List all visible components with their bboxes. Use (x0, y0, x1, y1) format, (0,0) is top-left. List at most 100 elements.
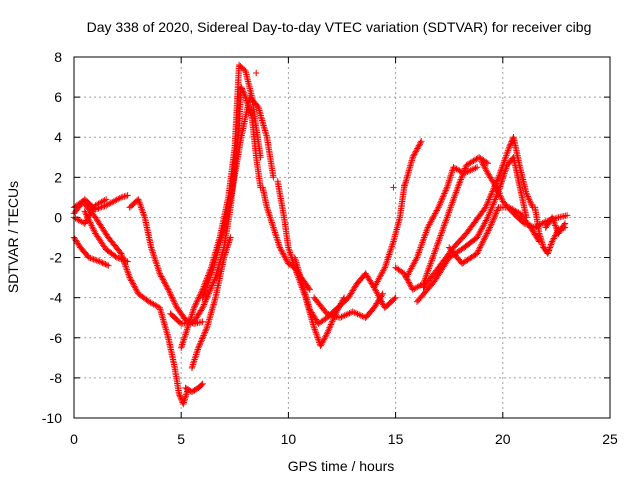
data-point (378, 270, 385, 277)
data-point (177, 393, 184, 400)
data-point (178, 342, 185, 350)
data-point (88, 255, 96, 262)
data-point (448, 170, 455, 178)
data-point (487, 191, 495, 198)
data-point (204, 293, 211, 300)
data-point (101, 197, 108, 204)
data-point (473, 234, 481, 241)
data-point (240, 89, 247, 96)
data-point (523, 190, 530, 197)
data-point (377, 272, 384, 279)
data-point (506, 142, 513, 149)
data-point (546, 245, 553, 253)
data-point (279, 248, 286, 256)
data-point (150, 250, 157, 258)
data-point (127, 275, 134, 283)
data-point (269, 220, 276, 228)
data-point (457, 177, 464, 185)
data-point (433, 242, 441, 249)
data-point (549, 236, 557, 244)
data-point (161, 279, 168, 286)
data-point (428, 257, 435, 264)
data-point (476, 245, 483, 253)
data-point (282, 256, 290, 263)
data-point (525, 194, 532, 202)
data-point (175, 390, 183, 398)
data-point (410, 152, 417, 159)
data-point (444, 180, 452, 188)
data-point (105, 262, 112, 269)
data-point (85, 216, 92, 223)
data-point (130, 281, 137, 289)
data-points (70, 61, 571, 408)
data-point (437, 232, 444, 239)
data-point (401, 182, 408, 189)
data-point (193, 349, 200, 356)
data-point (491, 213, 498, 220)
data-point (109, 199, 116, 206)
data-point (191, 354, 199, 361)
data-point (116, 255, 124, 262)
data-point (475, 247, 482, 254)
data-point (241, 92, 249, 99)
data-point (449, 197, 457, 204)
data-point (318, 341, 325, 348)
data-point (560, 221, 568, 229)
data-point (550, 235, 557, 242)
data-point (191, 303, 198, 310)
data-point (123, 266, 131, 273)
data-point (488, 221, 495, 228)
series-sat-p (371, 138, 425, 291)
data-point (187, 314, 194, 321)
data-point (319, 339, 326, 346)
data-point (196, 341, 203, 348)
data-point (325, 327, 332, 334)
data-point (346, 310, 353, 317)
data-point (158, 273, 165, 280)
y-tick-label: 2 (54, 169, 62, 185)
data-point (176, 319, 184, 326)
data-point (415, 249, 422, 256)
data-point (124, 192, 131, 199)
data-point (110, 198, 117, 205)
data-point (483, 231, 490, 239)
data-point (124, 269, 132, 276)
data-point (490, 215, 498, 222)
data-point (500, 173, 507, 180)
data-point (306, 286, 313, 293)
data-point (121, 257, 128, 264)
data-point (202, 298, 209, 305)
series-sat-o (310, 290, 386, 321)
data-point (99, 259, 106, 267)
data-point (485, 196, 493, 203)
data-point (343, 311, 350, 318)
data-point (176, 392, 183, 399)
data-point (273, 236, 281, 243)
data-point (434, 240, 441, 247)
data-point (125, 271, 132, 278)
data-point (552, 222, 559, 229)
x-tick-label: 25 (602, 431, 618, 447)
data-point (122, 257, 130, 265)
data-point (483, 230, 491, 237)
data-point (93, 257, 100, 264)
x-tick-label: 0 (70, 431, 78, 447)
data-point (467, 167, 474, 174)
data-point (283, 257, 290, 264)
data-point (188, 364, 196, 372)
data-point (492, 194, 499, 202)
data-point (200, 302, 207, 310)
data-point (165, 286, 172, 293)
data-point (287, 251, 294, 258)
data-point (487, 222, 494, 230)
data-point (411, 151, 418, 158)
data-point (336, 314, 344, 321)
data-point (198, 381, 205, 389)
data-point (260, 122, 267, 129)
data-point (197, 338, 205, 345)
data-point (151, 255, 159, 263)
data-point (499, 162, 506, 169)
data-point (374, 278, 381, 285)
tick-labels: 0 5 10 15 20 25 -10 -8 -6 -4 -2 0 2 4 6 8 (42, 49, 618, 447)
data-point (415, 143, 422, 151)
